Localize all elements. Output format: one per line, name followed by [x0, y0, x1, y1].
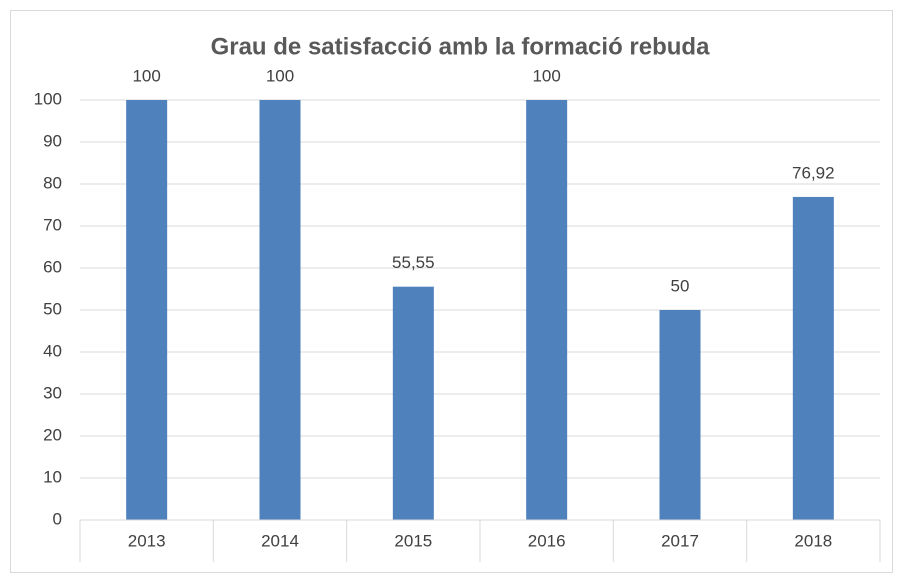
chart-title: Grau de satisfacció amb la formació rebu…	[211, 33, 710, 60]
x-tick-label: 2017	[661, 531, 699, 550]
bar	[792, 196, 834, 520]
y-tick-label: 70	[43, 215, 62, 234]
y-tick-label: 30	[43, 383, 62, 402]
data-label: 100	[532, 66, 560, 85]
x-tick-label: 2016	[528, 531, 566, 550]
bar	[392, 286, 434, 520]
data-label: 100	[266, 66, 294, 85]
y-tick-label: 50	[43, 299, 62, 318]
y-tick-label: 40	[43, 341, 62, 360]
data-label: 100	[132, 66, 160, 85]
bar	[126, 100, 168, 520]
x-tick-label: 2013	[128, 531, 166, 550]
bar	[526, 100, 568, 520]
y-tick-label: 80	[43, 173, 62, 192]
y-tick-label: 0	[53, 509, 62, 528]
x-tick-label: 2014	[261, 531, 299, 550]
y-tick-label: 10	[43, 467, 62, 486]
bar	[259, 100, 301, 520]
x-tick-label: 2015	[394, 531, 432, 550]
data-label: 76,92	[792, 163, 835, 182]
y-tick-label: 20	[43, 425, 62, 444]
x-tick-label: 2018	[794, 531, 832, 550]
y-tick-label: 90	[43, 131, 62, 150]
y-tick-label: 60	[43, 257, 62, 276]
data-label: 50	[671, 276, 690, 295]
data-label: 55,55	[392, 253, 435, 272]
bar	[659, 310, 701, 520]
y-tick-label: 100	[34, 89, 62, 108]
